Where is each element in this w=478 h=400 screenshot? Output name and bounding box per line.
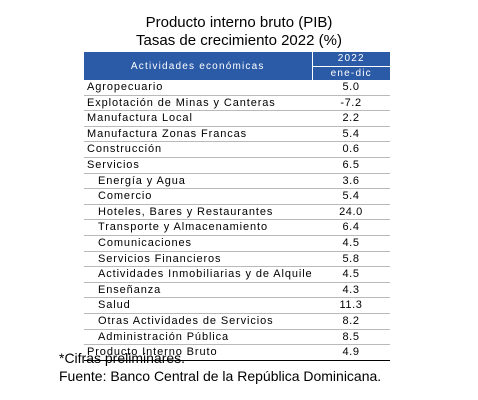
growth-rate: 5.8: [312, 251, 390, 268]
growth-rate: 6.4: [312, 219, 390, 236]
table-row: Salud 11.3: [84, 297, 390, 314]
activity-name: Salud: [84, 297, 312, 314]
table-row: Manufactura Zonas Francas 5.4: [84, 126, 390, 143]
table-row: Transporte y Almacenamiento 6.4: [84, 219, 390, 236]
header-activities: Actividades económicas: [84, 52, 313, 80]
growth-rate: 4.5: [312, 235, 390, 252]
table-row: Comercio 5.4: [84, 188, 390, 205]
table-row: Hoteles, Bares y Restaurantes 24.0: [84, 204, 390, 221]
title-line-1: Producto interno bruto (PIB): [145, 14, 333, 31]
table-body: Agropecuario 5.0 Explotación de Minas y Ca…: [84, 80, 390, 361]
footnotes: *Cifras preliminares. Fuente: Banco Cent…: [59, 349, 381, 385]
activity-name: Energía y Agua: [84, 173, 312, 190]
growth-rate: 5.4: [312, 188, 390, 205]
growth-rate: 24.0: [312, 204, 390, 221]
growth-rate: 5.0: [312, 80, 390, 96]
table-title: Producto interno bruto (PIB) Tasas de cr…: [0, 14, 478, 50]
table-row: Actividades Inmobiliarias y de Alquiler 4…: [84, 266, 390, 283]
table-row: Administración Pública 8.5: [84, 329, 390, 346]
activity-name: Hoteles, Bares y Restaurantes: [84, 204, 312, 221]
growth-rate: 5.4: [312, 126, 390, 143]
growth-rate: 4.5: [312, 266, 390, 283]
activity-name: Explotación de Minas y Canteras: [84, 95, 312, 112]
activity-name: Producto Interno Bruto: [84, 344, 312, 361]
table-header: Actividades económicas 2022 ene-dic: [84, 52, 390, 80]
activity-name: Agropecuario: [84, 80, 312, 96]
activity-name: Manufactura Zonas Francas: [84, 126, 312, 143]
growth-rate: -7.2: [312, 95, 390, 112]
growth-rate: 4.9: [312, 344, 390, 361]
table-row: Comunicaciones 4.5: [84, 235, 390, 252]
growth-rate: 3.6: [312, 173, 390, 190]
activity-name: Otras Actividades de Servicios: [84, 313, 312, 330]
table-row: Servicios 6.5: [84, 157, 390, 174]
growth-rate: 0.6: [312, 141, 390, 158]
activity-name: Servicios: [84, 157, 312, 174]
growth-rate: 8.5: [312, 329, 390, 346]
growth-rate: 2.2: [312, 110, 390, 127]
activity-name: Manufactura Local: [84, 110, 312, 127]
preliminary-note: *Cifras preliminares.: [59, 350, 186, 366]
table-row: Otras Actividades de Servicios 8.2: [84, 313, 390, 330]
table-row: Manufactura Local 2.2: [84, 110, 390, 127]
header-period: ene-dic: [312, 66, 390, 80]
source-note: Fuente: Banco Central de la República Do…: [59, 368, 382, 384]
activity-name: Servicios Financieros: [84, 251, 312, 268]
activity-name: Administración Pública: [84, 329, 312, 346]
activity-name: Transporte y Almacenamiento: [84, 219, 312, 236]
table-row: Enseñanza 4.3: [84, 282, 390, 299]
activity-name: Actividades Inmobiliarias y de Alquiler: [84, 266, 312, 283]
table-row: Explotación de Minas y Canteras -7.2: [84, 95, 390, 112]
activity-name: Enseñanza: [84, 282, 312, 299]
title-line-2: Tasas de crecimiento 2022 (%): [136, 32, 342, 49]
growth-rate: 6.5: [312, 157, 390, 174]
table-row: Energía y Agua 3.6: [84, 173, 390, 190]
growth-rate: 11.3: [312, 297, 390, 314]
table-row: Servicios Financieros 5.8: [84, 251, 390, 268]
activity-name: Comunicaciones: [84, 235, 312, 252]
header-year: 2022: [312, 52, 390, 67]
activity-name: Comercio: [84, 188, 312, 205]
pib-growth-table: Actividades económicas 2022 ene-dic Agro…: [84, 52, 390, 361]
growth-rate: 8.2: [312, 313, 390, 330]
table-row: Producto Interno Bruto 4.9: [84, 344, 390, 361]
table-row: Agropecuario 5.0: [84, 80, 390, 96]
activity-name: Construcción: [84, 141, 312, 158]
growth-rate: 4.3: [312, 282, 390, 299]
table-row: Construcción 0.6: [84, 141, 390, 158]
